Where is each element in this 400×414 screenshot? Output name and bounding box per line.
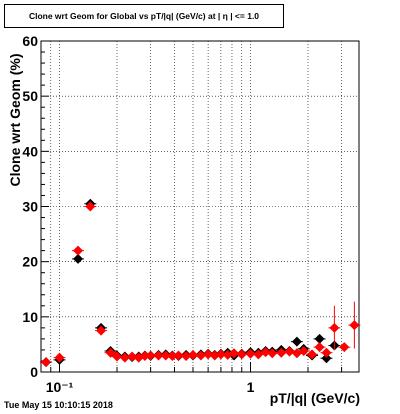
diamond-marker [139,351,150,362]
diamond-marker [127,351,138,362]
red-data-point [306,349,319,360]
diamond-marker [314,342,325,353]
data-points [40,198,361,368]
diamond-marker [209,350,220,361]
red-data-point [84,201,97,212]
black-data-point [72,253,85,264]
diamond-marker [291,336,302,347]
red-data-point [283,346,296,357]
diamond-marker [73,245,84,256]
red-data-point [313,342,326,353]
red-data-point [208,350,221,361]
red-data-point [159,350,172,361]
y-tick-label: 40 [22,143,38,159]
diamond-marker [111,351,122,362]
black-data-point [313,333,326,344]
red-data-point [104,347,117,358]
red-data-point [266,348,279,359]
y-tick-label: 10 [22,309,38,325]
diamond-marker [349,320,360,331]
red-data-point [275,347,288,358]
diamond-marker [321,353,332,364]
diamond-marker [160,350,171,361]
y-tick-label: 50 [22,88,38,104]
diamond-marker [267,348,278,359]
diamond-marker [105,347,116,358]
diamond-marker [284,346,295,357]
red-data-point [72,245,85,256]
y-tick-label: 30 [22,199,38,215]
y-tick-label: 0 [30,364,38,380]
red-data-point [320,347,333,358]
diamond-marker [153,350,164,361]
diamond-marker [329,322,340,333]
red-data-point [40,357,53,368]
diamond-marker [145,350,156,361]
red-data-point [338,342,351,353]
diamond-marker [96,325,107,336]
diamond-marker [298,346,309,357]
diamond-marker [276,347,287,358]
diamond-marker [41,357,52,368]
diamond-marker [236,349,247,360]
diamond-marker [260,347,271,358]
black-data-point [290,336,303,347]
red-data-point [53,352,66,363]
diamond-marker [339,342,350,353]
y-axis-label: Clone wrt Geom (%) [7,53,23,187]
red-data-point [348,301,361,349]
diamond-marker [187,349,198,360]
red-data-point [110,351,123,362]
diamond-marker [245,348,256,359]
red-data-point [297,346,310,357]
diamond-marker [167,351,178,362]
diamond-marker [215,349,226,360]
black-data-point [320,353,333,364]
y-tick-label: 60 [22,33,38,49]
x-tick-label: 1 [247,379,255,395]
diamond-marker [321,347,332,358]
red-data-point [95,325,108,336]
x-axis-label: pT/|q| (GeV/c) [269,390,360,406]
diamond-marker [173,350,184,361]
diamond-marker [229,348,240,359]
diamond-marker [203,349,214,360]
y-tick-label: 20 [22,254,38,270]
diamond-marker [307,349,318,360]
diamond-marker [85,201,96,212]
diamond-marker [181,351,192,362]
diamond-marker [314,333,325,344]
diamond-marker [195,350,206,361]
diamond-marker [54,352,65,363]
timestamp: Tue May 15 10:10:15 2018 [4,400,113,410]
diamond-marker [119,352,130,363]
red-data-point [328,305,341,350]
x-tick-label: 10⁻¹ [46,379,74,395]
chart-title: Clone wrt Geom for Global vs pT/|q| (GeV… [4,4,284,28]
red-data-point [228,348,241,359]
diamond-marker [73,253,84,264]
red-data-point [235,349,248,360]
red-data-point [244,348,257,359]
